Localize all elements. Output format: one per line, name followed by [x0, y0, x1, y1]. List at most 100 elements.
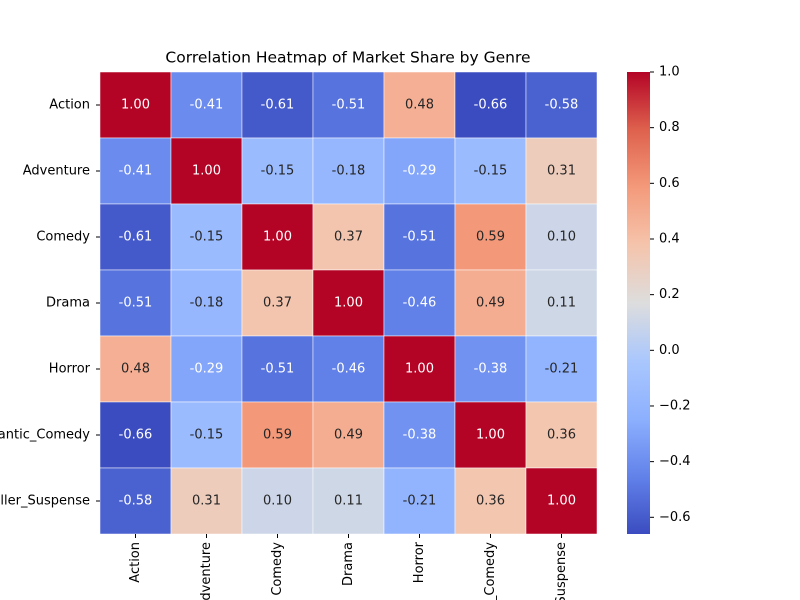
cell-value-label: 0.10: [547, 230, 576, 245]
heatmap-cell: [525, 269, 598, 337]
heatmap-cell: [99, 269, 172, 337]
colorbar-tick-label: 0.0: [659, 343, 680, 358]
cell-value-label: -0.51: [403, 230, 437, 245]
cell-value-label: -0.58: [119, 494, 153, 509]
heatmap-cell: [454, 269, 527, 337]
y-tick-label: Drama: [46, 296, 90, 311]
heatmap-cell: [312, 203, 385, 271]
cell-value-label: 0.49: [476, 296, 505, 311]
heatmap-cell: [383, 71, 456, 139]
colorbar-tick-label: 1.0: [659, 65, 680, 80]
heatmap-cell: [383, 467, 456, 535]
heatmap-cell: [170, 269, 243, 337]
x-tick-label: Action: [128, 542, 143, 583]
cell-value-label: 1.00: [192, 164, 221, 179]
cell-value-label: -0.21: [545, 362, 579, 377]
heatmap-cell: [170, 401, 243, 469]
heatmap-cell: [454, 71, 527, 139]
cell-value-label: -0.51: [332, 98, 366, 113]
cell-value-label: -0.61: [261, 98, 295, 113]
heatmap-cell: [312, 467, 385, 535]
x-tick-label: Adventure: [199, 542, 214, 600]
cell-value-label: 0.36: [476, 494, 505, 509]
x-tick-label: Comedy: [270, 542, 285, 596]
cell-value-label: -0.38: [403, 428, 437, 443]
colorbar-tick-label: 0.6: [659, 176, 680, 191]
cell-value-label: -0.15: [190, 428, 224, 443]
cell-value-label: -0.41: [119, 164, 153, 179]
heatmap-cell: [170, 203, 243, 271]
cell-value-label: 1.00: [547, 494, 576, 509]
heatmap-cell: [525, 335, 598, 403]
x-tick-label: Horror: [412, 541, 427, 583]
cell-value-label: -0.15: [474, 164, 508, 179]
cell-value-label: 0.31: [547, 164, 576, 179]
cell-value-label: 0.59: [476, 230, 505, 245]
cell-value-label: 0.11: [334, 494, 363, 509]
heatmap-cell: [99, 467, 172, 535]
heatmap-cell: [383, 401, 456, 469]
heatmap-cell: [454, 203, 527, 271]
colorbar-tick-label: −0.2: [659, 398, 691, 413]
heatmap-cell: [454, 137, 527, 205]
cell-value-label: 1.00: [263, 230, 292, 245]
y-tick-label: Comedy: [36, 230, 90, 245]
cell-value-label: -0.61: [119, 230, 153, 245]
heatmap-cell: [99, 137, 172, 205]
heatmap-cell: [454, 335, 527, 403]
x-tick-label: Romantic_Comedy: [483, 542, 498, 600]
x-tick-label: Thriller_Suspense: [554, 542, 569, 600]
colorbar-tick-label: 0.4: [659, 231, 680, 246]
cell-value-label: -0.21: [403, 494, 437, 509]
cell-value-label: 0.49: [334, 428, 363, 443]
cell-value-label: 0.48: [405, 98, 434, 113]
cell-value-label: 0.59: [263, 428, 292, 443]
cell-value-label: -0.29: [190, 362, 224, 377]
y-tick-label: Adventure: [23, 164, 90, 179]
cell-value-label: -0.15: [261, 164, 295, 179]
heatmap-cell: [312, 71, 385, 139]
heatmap-cell: [454, 467, 527, 535]
cell-value-label: -0.29: [403, 164, 437, 179]
cell-value-label: -0.66: [119, 428, 153, 443]
chart-title: Correlation Heatmap of Market Share by G…: [165, 49, 530, 67]
heatmap-cell: [525, 203, 598, 271]
cell-value-label: -0.46: [332, 362, 366, 377]
y-tick-label: Thriller_Suspense: [0, 494, 90, 509]
heatmap-cell: [241, 401, 314, 469]
cell-value-label: 0.37: [334, 230, 363, 245]
colorbar-tick-label: 0.8: [659, 120, 680, 135]
cell-value-label: 0.10: [263, 494, 292, 509]
y-tick-label: Horror: [49, 362, 91, 377]
cell-value-label: -0.58: [545, 98, 579, 113]
cell-value-label: -0.18: [190, 296, 224, 311]
cell-value-label: -0.41: [190, 98, 224, 113]
cell-value-label: -0.38: [474, 362, 508, 377]
cell-value-label: -0.15: [190, 230, 224, 245]
cell-value-label: 0.48: [121, 362, 150, 377]
heatmap-cell: [170, 71, 243, 139]
heatmap-cell: [241, 467, 314, 535]
cell-value-label: -0.66: [474, 98, 508, 113]
heatmap-cell: [99, 401, 172, 469]
cell-value-label: -0.51: [119, 296, 153, 311]
cell-value-label: 0.31: [192, 494, 221, 509]
heatmap-cell: [241, 137, 314, 205]
cell-value-label: -0.46: [403, 296, 437, 311]
cell-value-label: 0.36: [547, 428, 576, 443]
heatmap-cell: [525, 467, 598, 535]
heatmap-cell: [99, 203, 172, 271]
heatmap-cell: [241, 203, 314, 271]
colorbar-tick-label: −0.4: [659, 454, 691, 469]
x-tick-label: Drama: [341, 542, 356, 586]
cell-value-label: -0.51: [261, 362, 295, 377]
heatmap-cell: [241, 71, 314, 139]
cell-value-label: 1.00: [476, 428, 505, 443]
heatmap-cell: [383, 203, 456, 271]
colorbar-tick-label: −0.6: [659, 510, 691, 525]
cell-value-label: -0.18: [332, 164, 366, 179]
heatmap-cell: [99, 335, 172, 403]
heatmap-cell: [241, 335, 314, 403]
heatmap-cell: [525, 401, 598, 469]
